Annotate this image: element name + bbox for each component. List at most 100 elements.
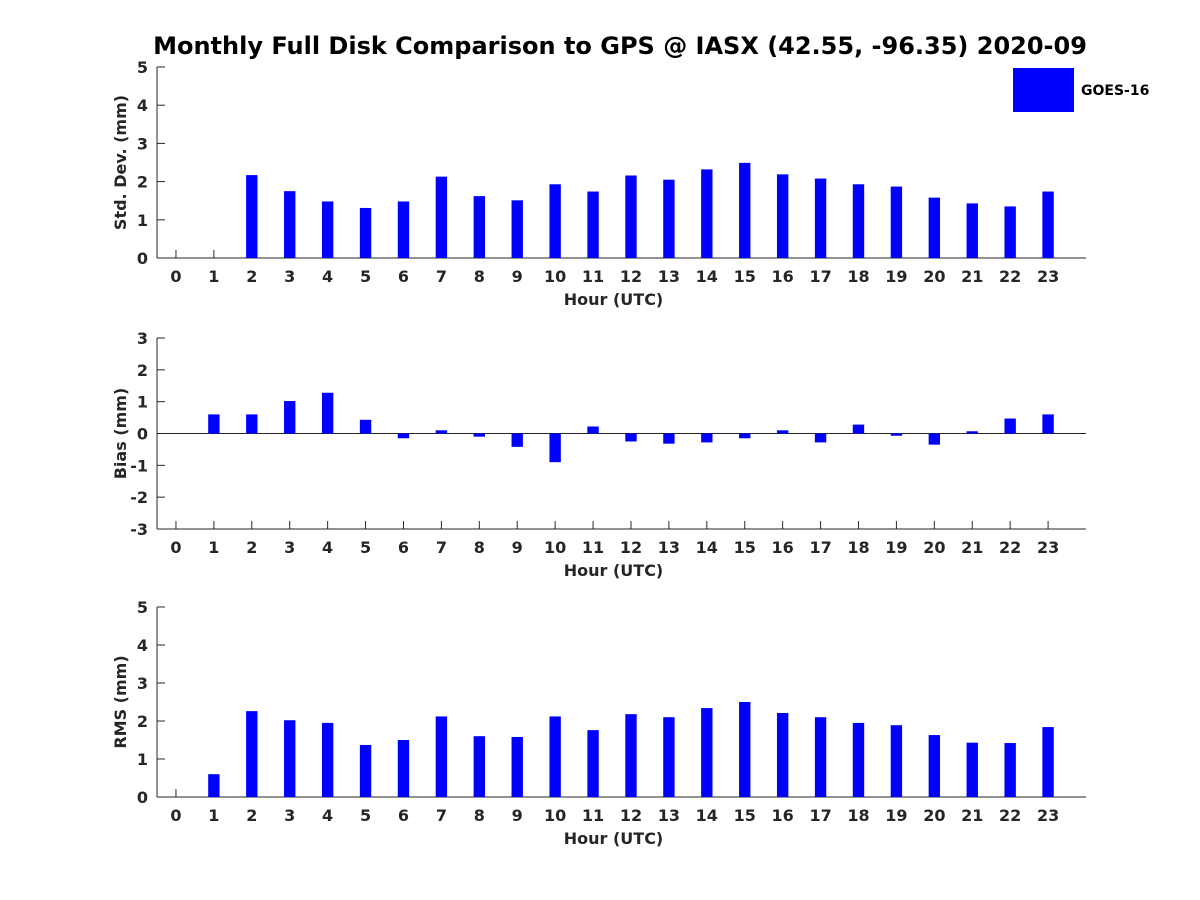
bar-hour-10 xyxy=(549,716,561,797)
y-tick-label: 3 xyxy=(137,134,148,153)
x-tick-label: 19 xyxy=(885,538,907,557)
x-tick-label: 21 xyxy=(961,806,983,825)
bar-hour-4 xyxy=(321,201,334,258)
x-tick-label: 2 xyxy=(246,267,257,286)
bar-hour-7 xyxy=(435,716,448,797)
x-tick-label: 14 xyxy=(696,806,718,825)
bar-hour-9 xyxy=(511,736,523,797)
y-tick-label: 1 xyxy=(137,750,148,769)
x-tick-label: 1 xyxy=(208,267,219,286)
x-tick-label: 1 xyxy=(208,538,219,557)
bar-hour-15 xyxy=(739,433,751,439)
bar-hour-19 xyxy=(890,186,903,258)
bar-hour-6 xyxy=(397,740,410,797)
y-tick-label: 0 xyxy=(137,425,148,444)
x-tick-label: 7 xyxy=(436,538,447,557)
x-tick-label: 8 xyxy=(474,538,485,557)
bar-hour-11 xyxy=(587,191,599,258)
bar-hour-7 xyxy=(435,176,448,258)
x-tick-label: 19 xyxy=(885,267,907,286)
bar-hour-13 xyxy=(663,717,675,797)
y-tick-label: 0 xyxy=(137,249,148,268)
x-tick-label: 16 xyxy=(772,538,794,557)
x-tick-label: 14 xyxy=(696,538,718,557)
bar-hour-6 xyxy=(397,201,410,258)
bar-hour-19 xyxy=(890,433,903,436)
bar-hour-18 xyxy=(852,184,865,258)
bar-hour-8 xyxy=(473,196,485,258)
x-tick-label: 5 xyxy=(360,806,371,825)
x-tick-label: 11 xyxy=(582,806,604,825)
x-tick-label: 5 xyxy=(360,267,371,286)
x-tick-label: 2 xyxy=(246,806,257,825)
x-tick-label: 9 xyxy=(512,267,523,286)
legend-label: GOES-16 xyxy=(1081,83,1149,99)
y-tick-label: 2 xyxy=(137,712,148,731)
x-tick-label: 21 xyxy=(961,538,983,557)
x-tick-label: 22 xyxy=(999,538,1021,557)
x-tick-label: 13 xyxy=(658,538,680,557)
y-tick-label: 1 xyxy=(137,393,148,412)
bar-hour-13 xyxy=(663,433,675,444)
bar-hour-18 xyxy=(852,424,865,434)
bar-hour-22 xyxy=(1004,418,1016,434)
x-tick-label: 23 xyxy=(1037,806,1059,825)
y-tick-label: 5 xyxy=(137,598,148,617)
bar-hour-15 xyxy=(739,162,751,258)
y-axis-label: RMS (mm) xyxy=(111,655,130,748)
y-tick-label: 2 xyxy=(137,361,148,380)
bar-hour-20 xyxy=(928,433,941,445)
x-tick-label: 0 xyxy=(170,806,181,825)
x-tick-label: 21 xyxy=(961,267,983,286)
x-tick-label: 8 xyxy=(474,267,485,286)
bar-hour-12 xyxy=(625,433,637,442)
x-tick-label: 0 xyxy=(170,267,181,286)
bar-hour-14 xyxy=(701,169,713,258)
bar-hour-5 xyxy=(359,744,372,797)
bar-hour-7 xyxy=(435,430,448,434)
y-tick-label: 5 xyxy=(137,58,148,77)
x-axis-label: Hour (UTC) xyxy=(564,829,664,848)
bar-hour-11 xyxy=(587,426,599,434)
x-tick-label: 3 xyxy=(284,267,295,286)
bar-hour-9 xyxy=(511,433,523,447)
bar-hour-12 xyxy=(625,175,637,258)
chart-title: Monthly Full Disk Comparison to GPS @ IA… xyxy=(153,32,1087,60)
y-tick-label: -3 xyxy=(130,520,148,539)
y-tick-label: -2 xyxy=(130,488,148,507)
x-tick-label: 11 xyxy=(582,267,604,286)
bar-hour-16 xyxy=(776,430,789,434)
bar-hour-3 xyxy=(284,720,296,797)
bar-hour-14 xyxy=(701,708,713,797)
bar-hour-11 xyxy=(587,730,599,797)
x-tick-label: 18 xyxy=(847,806,869,825)
bar-hour-20 xyxy=(928,197,941,258)
x-tick-label: 2 xyxy=(246,538,257,557)
bar-hour-4 xyxy=(321,722,334,797)
x-tick-label: 15 xyxy=(734,267,756,286)
x-tick-label: 14 xyxy=(696,267,718,286)
bar-hour-5 xyxy=(359,207,372,258)
x-tick-label: 17 xyxy=(809,267,831,286)
bar-hour-21 xyxy=(966,203,978,258)
x-tick-label: 18 xyxy=(847,538,869,557)
x-tick-label: 7 xyxy=(436,267,447,286)
bar-hour-3 xyxy=(284,191,296,258)
bar-hour-16 xyxy=(776,174,789,258)
x-tick-label: 19 xyxy=(885,806,907,825)
bar-hour-23 xyxy=(1042,727,1054,797)
y-tick-label: 3 xyxy=(137,674,148,693)
bar-hour-4 xyxy=(321,392,334,434)
bar-hour-19 xyxy=(890,725,903,797)
x-tick-label: 9 xyxy=(512,806,523,825)
bar-hour-17 xyxy=(814,717,827,797)
x-tick-label: 6 xyxy=(398,806,409,825)
bar-hour-3 xyxy=(284,401,296,434)
bar-hour-16 xyxy=(776,713,789,797)
bar-hour-2 xyxy=(246,711,258,797)
